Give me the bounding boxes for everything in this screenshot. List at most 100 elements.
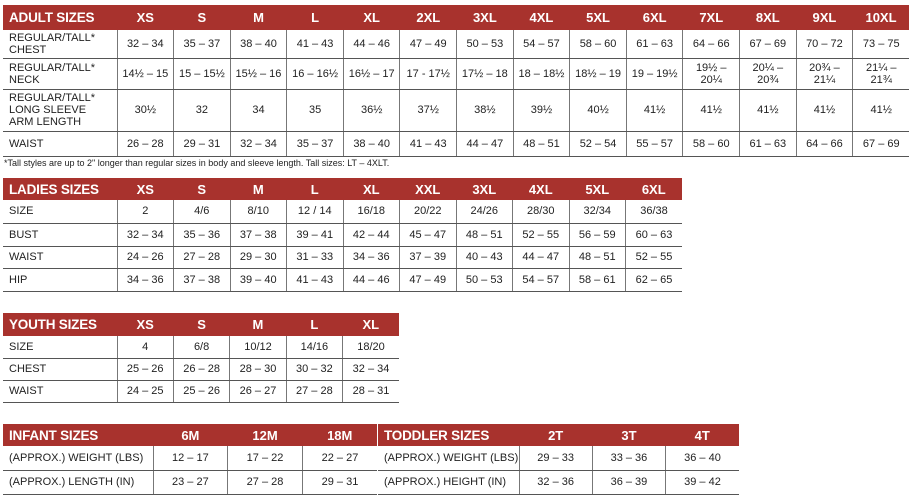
measurement-cell: 32 – 34 [229, 131, 287, 157]
measurement-cell: 32 – 34 [116, 223, 174, 247]
measurement-cell: 26 – 28 [116, 131, 174, 157]
measurement-cell: 38 – 40 [342, 131, 400, 157]
table-row: REGULAR/TALL* LONG SLEEVE ARM LENGTH 30½ 3… [3, 89, 910, 132]
table-row: WAIST 24 – 25 25 – 26 26 – 27 27 – 28 28 – 31 [3, 380, 399, 403]
measurement-cell: 41½ [852, 89, 910, 132]
measurement-cell: 44 – 46 [342, 268, 400, 292]
measurement-cell: 35 – 37 [286, 131, 344, 157]
measurement-cell: 4/6 [173, 200, 230, 224]
size-column-header: M [229, 313, 287, 336]
measurement-cell: 44 – 47 [512, 246, 569, 269]
table-row: HIP 34 – 36 37 – 38 39 – 40 41 – 43 44 – 46 47… [3, 268, 682, 292]
table-title: ADULT SIZES [3, 5, 117, 30]
measurement-cell: 67 – 69 [739, 30, 797, 59]
measurement-cell: 27 – 28 [285, 380, 343, 403]
measurement-cell: 34 – 36 [342, 246, 400, 269]
measurement-cell: 18 – 18½ [512, 58, 570, 90]
size-column-header: M [230, 5, 287, 30]
table-header-row: INFANT SIZES 6M 12M 18M [3, 424, 378, 446]
measurement-cell: 17 – 22 [227, 446, 303, 471]
measurement-cell: 58 – 60 [682, 131, 740, 157]
measurement-cell: 16 – 16½ [286, 58, 344, 90]
size-column-header: XXL [399, 178, 456, 200]
measurement-cell: 48 – 51 [568, 246, 626, 269]
row-label: WAIST [3, 246, 117, 269]
measurement-cell: 44 – 46 [342, 30, 400, 59]
measurement-cell: 28 – 30 [229, 358, 287, 381]
measurement-cell: 29 – 30 [229, 246, 287, 269]
table-row: BUST 32 – 34 35 – 36 37 – 38 39 – 41 42 – 44 4… [3, 223, 682, 247]
size-column-header: S [173, 313, 230, 336]
row-label: (APPROX.) WEIGHT (LBS) [378, 446, 519, 471]
measurement-cell: 28 – 31 [342, 380, 399, 403]
measurement-cell: 73 – 75 [852, 30, 910, 59]
size-column-header: L [286, 313, 343, 336]
measurement-cell: 37½ [399, 89, 457, 132]
measurement-cell: 15 – 15½ [173, 58, 231, 90]
size-column-header: 6XL [626, 5, 683, 30]
measurement-cell: 31 – 33 [286, 246, 343, 269]
measurement-cell: 41½ [625, 89, 683, 132]
measurement-cell: 39 – 42 [665, 470, 739, 495]
row-label: REGULAR/TALL* LONG SLEEVE ARM LENGTH [3, 89, 117, 132]
measurement-cell: 61 – 63 [739, 131, 797, 157]
measurement-cell: 55 – 57 [625, 131, 683, 157]
measurement-cell: 30 – 32 [285, 358, 343, 381]
measurement-cell: 64 – 66 [795, 131, 853, 157]
measurement-cell: 28/30 [512, 200, 569, 224]
size-column-header: 18M [302, 424, 378, 446]
measurement-cell: 20¾ – 21¼ [795, 58, 853, 90]
measurement-cell: 21¼ – 21¾ [852, 58, 910, 90]
measurement-cell: 27 – 28 [173, 246, 230, 269]
size-column-header: 3XL [456, 178, 513, 200]
measurement-cell: 16/18 [342, 200, 400, 224]
table-title: TODDLER SIZES [378, 424, 519, 446]
measurement-cell: 41 – 43 [286, 30, 344, 59]
row-label: SIZE [3, 336, 117, 359]
size-column-header: 7XL [682, 5, 740, 30]
size-column-header: S [173, 178, 230, 200]
measurement-cell: 29 – 31 [301, 470, 378, 495]
size-column-header: XS [117, 5, 174, 30]
measurement-cell: 32 [173, 89, 231, 132]
row-label: WAIST [3, 380, 117, 403]
measurement-cell: 10/12 [229, 336, 287, 359]
adult-sizes-table: ADULT SIZES XS S M L XL 2XL 3XL 4XL 5XL 6XL 7XL 8XL 9… [3, 5, 910, 157]
size-column-header: 2T [519, 424, 593, 446]
measurement-cell: 30½ [116, 89, 174, 132]
measurement-cell: 54 – 57 [512, 30, 570, 59]
size-column-header: 4T [665, 424, 739, 446]
size-column-header: M [230, 178, 287, 200]
size-column-header: 9XL [796, 5, 853, 30]
youth-sizes-table: YOUTH SIZES XS S M L XL SIZE 4 6/8 10/12 14/16 18/2… [3, 313, 399, 403]
measurement-cell: 64 – 66 [682, 30, 740, 59]
measurement-cell: 32 – 34 [116, 30, 174, 59]
measurement-cell: 29 – 31 [173, 131, 231, 157]
measurement-cell: 36 – 39 [591, 470, 666, 495]
table-row: WAIST 24 – 26 27 – 28 29 – 30 31 – 33 34 – 36… [3, 246, 682, 269]
size-column-header: XL [343, 5, 400, 30]
table-row: (APPROX.) WEIGHT (LBS) 29 – 33 33 – 36 36 –… [378, 446, 739, 471]
size-column-header: L [286, 5, 344, 30]
size-column-header: 6M [153, 424, 228, 446]
table-row: (APPROX.) WEIGHT (LBS) 12 – 17 17 – 22 22 –… [3, 446, 378, 471]
size-column-header: S [173, 5, 231, 30]
measurement-cell: 48 – 51 [455, 223, 513, 247]
row-label: HIP [3, 268, 117, 292]
measurement-cell: 17½ – 18 [456, 58, 514, 90]
table-title: INFANT SIZES [3, 424, 153, 446]
row-label: REGULAR/TALL* CHEST [3, 30, 117, 59]
size-column-header: 5XL [569, 5, 627, 30]
measurement-cell: 40 – 43 [455, 246, 513, 269]
table-title: YOUTH SIZES [3, 313, 117, 336]
measurement-cell: 52 – 55 [625, 246, 682, 269]
measurement-cell: 24 – 25 [116, 380, 174, 403]
row-label: (APPROX.) HEIGHT (IN) [378, 470, 519, 495]
measurement-cell: 29 – 33 [518, 446, 593, 471]
measurement-cell: 41½ [739, 89, 797, 132]
measurement-cell: 50 – 53 [456, 30, 514, 59]
table-header-row: LADIES SIZES XS S M L XL XXL 3XL 4XL 5XL 6XL [3, 178, 682, 200]
measurement-cell: 33 – 36 [591, 446, 666, 471]
measurement-cell: 47 – 49 [399, 30, 457, 59]
row-label: (APPROX.) LENGTH (IN) [3, 470, 153, 495]
